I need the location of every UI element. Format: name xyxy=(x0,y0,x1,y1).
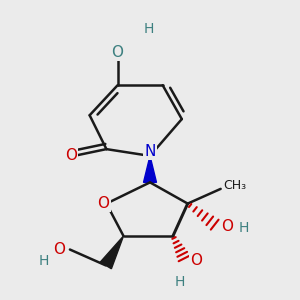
Text: CH₃: CH₃ xyxy=(224,179,247,192)
Text: O: O xyxy=(190,253,202,268)
Text: N: N xyxy=(144,144,156,159)
Text: O: O xyxy=(98,196,110,211)
Text: H: H xyxy=(38,254,49,268)
Text: H: H xyxy=(143,22,154,36)
Polygon shape xyxy=(100,236,124,269)
Text: O: O xyxy=(53,242,65,257)
Text: H: H xyxy=(239,221,249,235)
Text: O: O xyxy=(221,219,234,234)
Text: H: H xyxy=(174,275,184,290)
Text: O: O xyxy=(65,148,77,164)
Text: O: O xyxy=(112,45,124,60)
Polygon shape xyxy=(143,156,157,182)
